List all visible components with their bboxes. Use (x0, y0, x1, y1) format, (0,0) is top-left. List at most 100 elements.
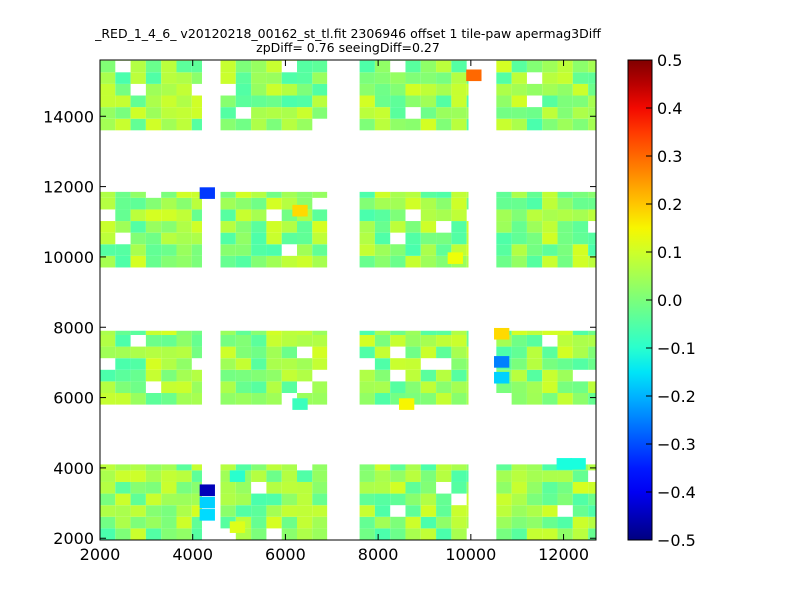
heatmap-cell (251, 107, 267, 119)
heatmap-cell (359, 255, 375, 268)
heatmap-cell (176, 516, 192, 529)
heatmap-cell (588, 334, 596, 347)
heatmap-cell (466, 505, 469, 517)
heatmap-cell (420, 516, 437, 529)
heatmap-cell (359, 72, 375, 84)
heatmap-cell (145, 72, 162, 84)
heatmap-cell (161, 107, 177, 119)
heatmap-cell (572, 83, 589, 96)
heatmap-cell (542, 118, 558, 131)
heatmap-cell (359, 330, 375, 335)
heatmap-cell (297, 493, 313, 506)
heatmap-cell (451, 358, 467, 370)
heatmap-cell (191, 493, 202, 506)
heatmap-cell (588, 118, 596, 131)
heatmap-cell (191, 107, 202, 119)
heatmap-cell (526, 369, 543, 382)
heatmap-cell (466, 107, 469, 119)
heatmap-cell (526, 191, 543, 198)
heatmap-cell (542, 197, 558, 210)
heatmap-cell (374, 358, 391, 370)
heatmap-cell (220, 72, 236, 84)
heatmap-cell (451, 83, 467, 96)
colorbar-tick-label: −0.4 (657, 483, 696, 502)
x-tick-label: 8000 (358, 545, 399, 564)
heatmap-cell (100, 334, 116, 347)
heatmap-cell (220, 470, 236, 482)
heatmap-cell (451, 470, 467, 482)
heatmap-cell (542, 221, 558, 233)
heatmap-cell (572, 221, 589, 233)
heatmap-cell (557, 330, 573, 335)
heatmap-cell (466, 330, 469, 335)
heatmap-cell (405, 516, 421, 529)
heatmap-cell (100, 221, 116, 233)
heatmap-cell (130, 330, 146, 335)
heatmap-cell (312, 393, 328, 405)
heatmap-cell (526, 393, 543, 405)
heatmap-cell (191, 470, 202, 482)
heatmap-cell (436, 107, 452, 119)
heatmap-cell (220, 493, 236, 506)
heatmap-cell (161, 83, 177, 96)
heatmap-cell (542, 358, 558, 370)
heatmap-cell (251, 191, 267, 198)
heatmap-cell (496, 107, 512, 119)
heatmap-cell (266, 393, 282, 405)
heatmap-cell (115, 493, 131, 506)
heatmap-cell (266, 481, 282, 494)
heatmap-cell (390, 118, 406, 131)
heatmap-cell (100, 346, 116, 359)
heatmap-cell (511, 330, 527, 335)
heatmap-cell (588, 528, 596, 540)
heatmap-cell (312, 330, 328, 335)
heatmap-cell (572, 72, 589, 84)
heatmap-cell (100, 244, 116, 256)
heatmap-cell (191, 209, 202, 222)
heatmap-cell (420, 191, 437, 198)
heatmap-cell (374, 470, 391, 482)
heatmap-cell (526, 334, 543, 347)
heatmap-cell (312, 334, 328, 347)
heatmap-cell (145, 369, 162, 382)
heatmap-cell (312, 107, 328, 119)
heatmap-cell (436, 470, 452, 482)
heatmap-cell (374, 191, 391, 198)
heatmap-cell (466, 493, 469, 506)
heatmap-cell (405, 334, 421, 347)
heatmap-cell (235, 505, 252, 517)
heatmap-cell (235, 481, 252, 494)
heatmap-cell (176, 83, 192, 96)
heatmap-cell (191, 221, 202, 233)
heatmap-cell (220, 118, 236, 131)
heatmap-cell (266, 232, 282, 245)
heatmap-cell (281, 481, 298, 494)
heatmap-cell (588, 60, 596, 73)
heatmap-cell (420, 334, 437, 347)
heatmap-cell (511, 464, 527, 471)
heatmap-cell (451, 221, 467, 233)
heatmap-cell (451, 209, 467, 222)
heatmap-cell (511, 95, 527, 108)
heatmap-cell (176, 358, 192, 370)
heatmap-cell (390, 107, 406, 119)
heatmap-cell (496, 528, 512, 540)
heatmap-cell (220, 107, 236, 119)
heatmap-cell (297, 255, 313, 268)
heatmap-cell (374, 107, 391, 119)
heatmap-cell (390, 470, 406, 482)
x-axis: 2000 4000 6000 8000 10000 12000 (80, 60, 589, 564)
heatmap-cell (251, 221, 267, 233)
heatmap-cell (312, 481, 328, 494)
heatmap-cell (451, 369, 467, 382)
heatmap-cell (266, 60, 282, 73)
heatmap-cell (130, 464, 146, 471)
heatmap-cell (145, 505, 162, 517)
heatmap-cell (281, 528, 298, 540)
heatmap-cell (526, 107, 543, 119)
heatmap-cell (100, 505, 116, 517)
heatmap-cell (220, 191, 236, 198)
heatmap-cell (405, 346, 421, 359)
heatmap-cell (451, 528, 467, 540)
heatmap-cell (235, 381, 252, 394)
